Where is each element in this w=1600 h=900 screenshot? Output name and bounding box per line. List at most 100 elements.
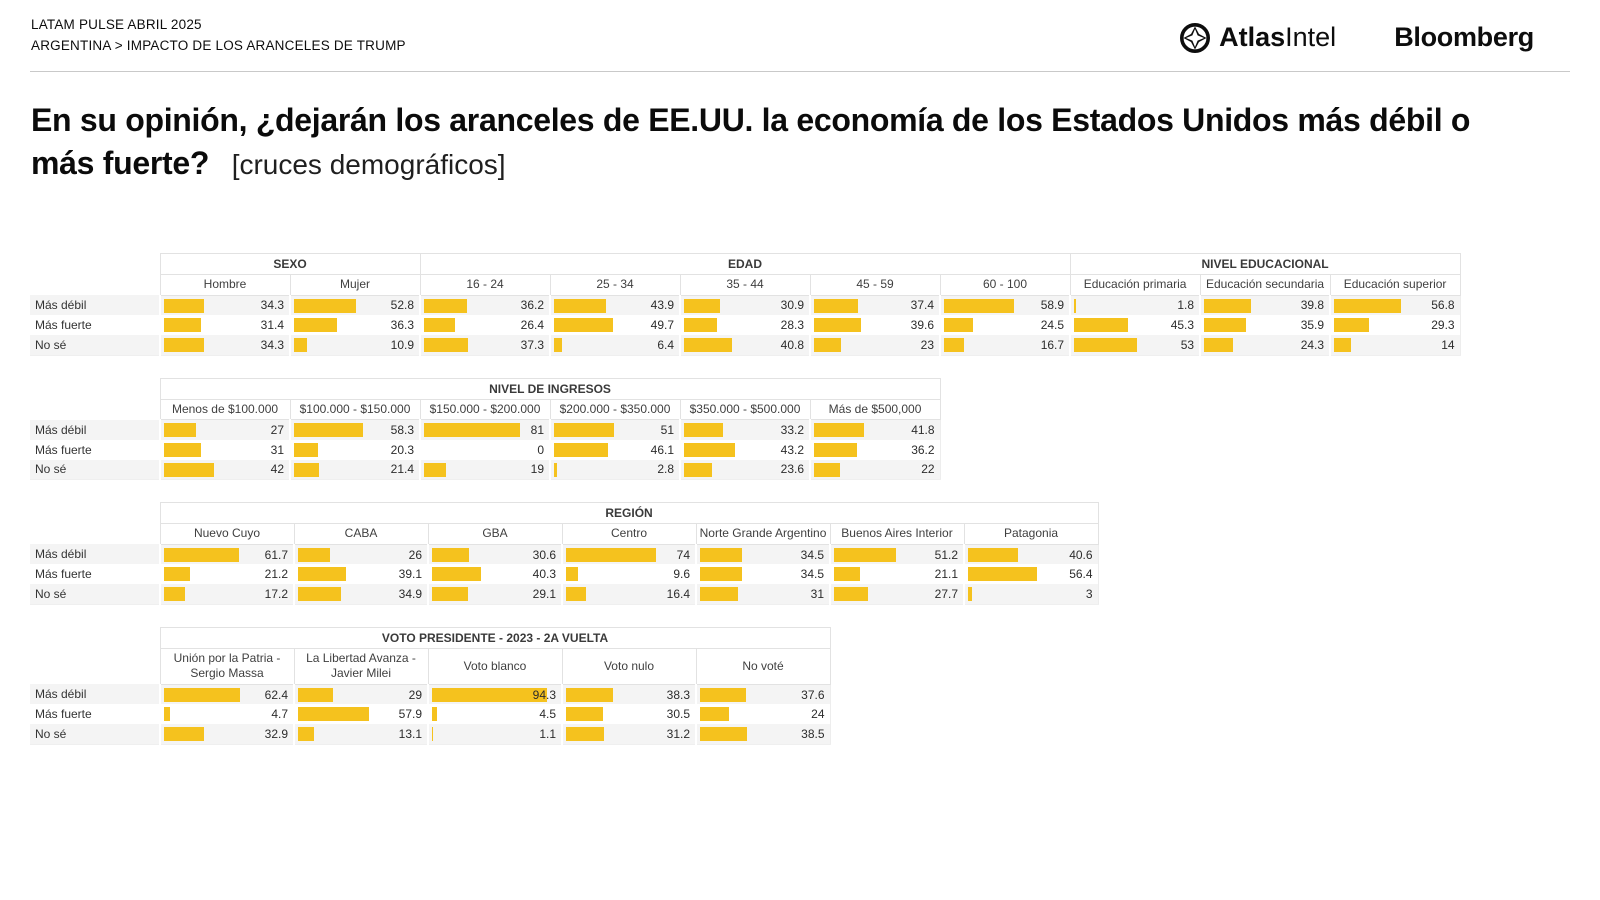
value-label: 38.5 (801, 727, 825, 742)
bar-cell: 52.8 (288, 295, 421, 316)
bar (432, 547, 470, 562)
value-label: 38.3 (666, 687, 690, 702)
value-label: 1.1 (539, 727, 556, 742)
value-label: 43.9 (650, 298, 675, 313)
value-label: 57.9 (398, 707, 422, 722)
bar-cell: 24.5 (939, 315, 1071, 336)
bar-cell: 19 (419, 459, 550, 481)
value-label: 6.4 (657, 337, 675, 352)
bar-cell: 26 (293, 544, 428, 565)
bar-cell: 51 (549, 419, 680, 440)
row-label: No sé (30, 335, 160, 356)
bar-cell: 36.3 (288, 315, 421, 336)
column-header: Educación secundaria (1199, 274, 1331, 296)
bar (164, 727, 205, 742)
bar-cell: 40.8 (679, 335, 811, 356)
bar-cell: 41.8 (808, 419, 941, 440)
bar (814, 423, 864, 438)
bar (164, 442, 201, 457)
bar-cell: 46.1 (549, 439, 680, 460)
bar (700, 547, 743, 562)
table-row: No sé 32.9 13.1 1.1 31.2 38.5 (30, 724, 831, 745)
value-label: 62.4 (264, 687, 288, 702)
bar-cell: 32.9 (159, 724, 294, 745)
bar (164, 318, 202, 333)
table-row: Más fuerte 31 20.3 0 46.1 43.2 36.2 (30, 439, 941, 460)
bar (294, 462, 320, 477)
value-label: 40.6 (1069, 547, 1093, 562)
bar-cell: 27 (159, 419, 290, 440)
bar-cell: 27.7 (829, 584, 964, 605)
bar-cell: 62.4 (159, 684, 294, 705)
row-label: No sé (30, 584, 160, 605)
bar (684, 442, 735, 457)
value-label: 23.6 (780, 462, 804, 477)
bar (424, 462, 447, 477)
column-header: $150.000 - $200.000 (419, 398, 551, 421)
bar-cell: 37.3 (419, 335, 551, 356)
bar-cell: 26.4 (419, 315, 551, 336)
bar (566, 687, 613, 702)
crosstabs: SEXO EDAD NIVEL EDUCACIONAL Hombre Mujer 16 -… (30, 253, 1461, 767)
bar-cell: 29 (293, 684, 428, 705)
bar-cell: 49.7 (549, 315, 681, 336)
value-label: 52.8 (390, 298, 415, 313)
column-header: 60 - 100 (939, 274, 1071, 296)
kicker-line2: ARGENTINA > IMPACTO DE LOS ARANCELES DE … (31, 38, 406, 53)
value-label: 4.5 (539, 707, 556, 722)
column-header: Voto blanco (427, 647, 563, 685)
bar-cell: 31 (159, 439, 290, 460)
bar-cell: 38.5 (694, 724, 831, 745)
column-header: CABA (293, 523, 429, 545)
group-header: NIVEL EDUCACIONAL (1069, 253, 1461, 275)
value-label: 36.2 (911, 442, 935, 457)
bar (1204, 318, 1247, 333)
value-label: 16.7 (1040, 337, 1065, 352)
bar (298, 727, 314, 742)
bar (684, 318, 718, 333)
atlasintel-icon (1180, 22, 1211, 53)
atlas-light-text: Intel (1285, 22, 1337, 52)
value-label: 4.7 (271, 707, 288, 722)
bar (814, 298, 859, 313)
bar-cell: 56.4 (962, 564, 1099, 585)
table-row: Más fuerte 4.7 57.9 4.5 30.5 24 (30, 704, 831, 725)
bar-cell: 1.1 (427, 724, 562, 745)
bar (684, 462, 712, 477)
value-label: 30.5 (666, 707, 690, 722)
value-label: 39.6 (910, 318, 935, 333)
bar (298, 587, 341, 602)
column-header: $200.000 - $350.000 (549, 398, 681, 421)
table-nivel-de-ingresos: NIVEL DE INGRESOS Menos de $100.000 $100.0… (30, 377, 941, 481)
bar (432, 687, 548, 702)
value-label: 21.1 (934, 567, 958, 582)
bar (298, 547, 330, 562)
bar (164, 567, 190, 582)
bar-cell: 29.1 (427, 584, 562, 605)
bar-cell: 81 (419, 419, 550, 440)
value-label: 29.3 (1431, 318, 1455, 333)
bar-cell: 1.8 (1069, 295, 1201, 316)
bar (834, 547, 897, 562)
group-header: EDAD (419, 253, 1071, 275)
bar (294, 338, 307, 353)
value-label: 58.3 (390, 422, 414, 437)
column-header: Menos de $100.000 (159, 398, 291, 421)
value-label: 37.6 (801, 687, 825, 702)
column-header: Norte Grande Argentino (695, 523, 831, 545)
bar (968, 567, 1038, 582)
row-label: Más fuerte (30, 439, 160, 460)
bar (814, 318, 861, 333)
value-label: 34.5 (800, 547, 824, 562)
bar (1334, 318, 1369, 333)
column-header: Centro (561, 523, 697, 545)
bar (424, 423, 520, 438)
column-header: $350.000 - $500.000 (679, 398, 811, 421)
bar-cell: 30.9 (679, 295, 811, 316)
bar-cell: 58.3 (289, 419, 420, 440)
value-label: 13.1 (398, 727, 422, 742)
bar (834, 567, 860, 582)
table-row: Más débil 62.4 29 94.3 38.3 37.6 (30, 684, 831, 705)
bar (814, 442, 857, 457)
row-label: Más débil (30, 419, 160, 440)
